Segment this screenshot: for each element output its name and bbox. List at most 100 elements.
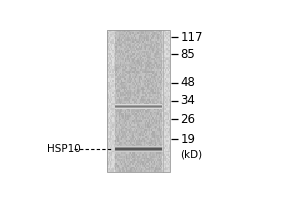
Bar	[160, 124, 161, 126]
Bar	[130, 55, 131, 57]
Bar	[113, 142, 115, 144]
Bar	[116, 163, 117, 165]
Bar	[107, 158, 109, 159]
Bar	[149, 144, 150, 145]
Bar	[115, 128, 116, 129]
Bar	[132, 152, 134, 154]
Bar	[147, 103, 149, 105]
Bar	[146, 99, 147, 101]
Bar	[136, 110, 137, 112]
Bar	[159, 154, 160, 156]
Bar	[169, 149, 170, 151]
Bar	[160, 43, 161, 44]
Bar	[121, 76, 122, 78]
Bar	[140, 82, 141, 83]
Bar	[144, 71, 145, 73]
Bar	[127, 131, 129, 133]
Bar	[141, 73, 142, 74]
Bar	[131, 67, 132, 69]
Bar	[111, 85, 112, 87]
Bar	[150, 46, 151, 48]
Bar	[152, 156, 154, 158]
Bar	[167, 85, 169, 87]
Bar	[122, 126, 124, 128]
Bar	[149, 34, 150, 35]
Bar	[156, 80, 158, 82]
Bar	[129, 161, 130, 163]
Bar	[141, 82, 142, 83]
Bar	[132, 108, 134, 110]
Bar	[146, 113, 147, 115]
Bar	[163, 138, 164, 140]
Bar	[154, 128, 155, 129]
Bar	[141, 151, 142, 152]
Bar	[111, 131, 112, 133]
Bar	[124, 53, 125, 55]
Bar	[117, 101, 119, 103]
Bar	[137, 122, 139, 124]
Bar	[161, 168, 163, 170]
Bar	[107, 106, 109, 108]
Bar	[118, 92, 120, 94]
Bar	[117, 67, 119, 69]
Bar	[129, 99, 130, 101]
Bar	[135, 128, 136, 129]
Bar	[127, 73, 129, 74]
Bar	[152, 119, 154, 120]
Bar	[137, 96, 139, 97]
Bar	[166, 170, 167, 172]
Bar	[146, 140, 147, 142]
Bar	[151, 35, 152, 37]
Bar	[166, 131, 167, 133]
Bar	[167, 90, 169, 92]
Bar	[142, 44, 144, 46]
Bar	[130, 60, 131, 62]
Bar	[142, 142, 144, 144]
Bar	[130, 51, 131, 53]
Bar	[156, 55, 158, 57]
Bar	[130, 94, 131, 96]
Bar	[163, 140, 164, 142]
Bar	[169, 110, 170, 112]
Bar	[132, 96, 134, 97]
Bar	[155, 154, 156, 156]
Bar	[134, 41, 135, 43]
Bar	[164, 145, 165, 147]
Bar	[159, 147, 160, 149]
Bar	[136, 64, 137, 66]
Bar	[165, 50, 166, 51]
Bar	[110, 154, 111, 156]
Bar	[164, 161, 165, 163]
Bar	[151, 51, 152, 53]
Bar	[111, 149, 112, 151]
Bar	[122, 94, 124, 96]
Bar	[154, 151, 155, 152]
Bar	[150, 144, 151, 145]
Bar	[163, 78, 164, 80]
Bar	[135, 108, 136, 110]
Bar	[111, 34, 112, 35]
Bar	[116, 128, 117, 129]
Bar	[118, 131, 120, 133]
Bar	[124, 97, 125, 99]
Bar	[120, 37, 121, 39]
Bar	[136, 50, 137, 51]
Bar	[127, 140, 129, 142]
Bar	[142, 103, 144, 105]
Bar	[127, 120, 129, 122]
Bar	[167, 66, 169, 67]
Bar	[152, 149, 154, 151]
Bar	[109, 64, 110, 66]
Bar	[116, 147, 117, 149]
Bar	[118, 158, 120, 159]
Bar	[132, 106, 134, 108]
Bar	[125, 147, 126, 149]
Bar	[161, 50, 163, 51]
Bar	[141, 78, 142, 80]
Bar	[112, 66, 113, 67]
Bar	[147, 112, 149, 113]
Bar	[140, 133, 141, 135]
Bar	[142, 96, 144, 97]
Bar	[145, 69, 146, 71]
Bar	[139, 151, 140, 152]
